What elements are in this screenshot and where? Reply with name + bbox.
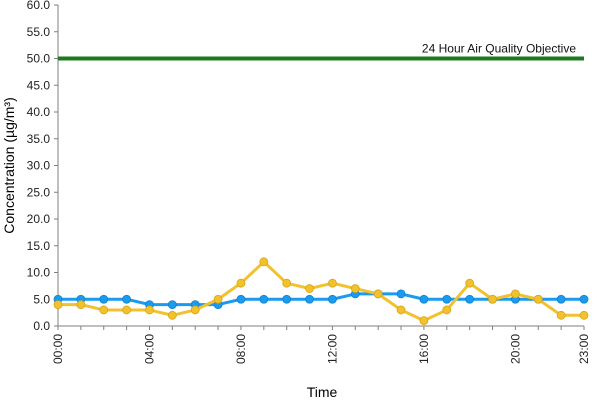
y-tick-label: 40.0 bbox=[27, 105, 51, 119]
series-2-point bbox=[53, 300, 63, 310]
series-2-point bbox=[190, 305, 200, 315]
series-1-point bbox=[579, 294, 589, 304]
series-1-point bbox=[282, 294, 292, 304]
series-2-line bbox=[58, 260, 584, 323]
y-tick-label: 5.0 bbox=[33, 292, 50, 306]
x-tick-label: 12:00 bbox=[325, 334, 339, 364]
y-tick-label: 55.0 bbox=[27, 25, 51, 39]
y-tick-label: 20.0 bbox=[27, 212, 51, 226]
series-1-point bbox=[99, 294, 109, 304]
y-axis-title: Concentration (µg/m³) bbox=[1, 97, 17, 233]
series-2-point bbox=[579, 310, 589, 320]
y-tick-label: 50.0 bbox=[27, 52, 51, 66]
x-tick-label: 16:00 bbox=[417, 334, 431, 364]
series-2-point bbox=[282, 278, 292, 288]
series-2-point bbox=[76, 300, 86, 310]
series-2-point bbox=[419, 316, 429, 326]
x-tick-label: 20:00 bbox=[508, 334, 522, 364]
series-1-point bbox=[556, 294, 566, 304]
series-2-point bbox=[122, 305, 132, 315]
series-2-point bbox=[305, 284, 314, 293]
series-2-point bbox=[350, 284, 360, 293]
series-1-point bbox=[167, 300, 177, 310]
series-2-point bbox=[213, 294, 223, 304]
y-tick-label: 45.0 bbox=[27, 78, 51, 92]
series-2-point bbox=[510, 289, 520, 299]
y-tick-label: 35.0 bbox=[27, 132, 51, 146]
series-1-point bbox=[442, 294, 452, 304]
y-tick-label: 10.0 bbox=[27, 266, 51, 280]
x-axis-title: Time bbox=[307, 384, 338, 400]
series-2-point bbox=[328, 278, 337, 288]
series-1-point bbox=[465, 294, 475, 304]
series-2-point bbox=[236, 278, 246, 288]
series-1-point bbox=[305, 294, 314, 304]
series-1-point bbox=[236, 294, 246, 304]
series-2-point bbox=[533, 294, 543, 304]
x-tick-label: 08:00 bbox=[234, 334, 248, 364]
series-2-point bbox=[396, 305, 406, 315]
x-tick-label: 00:00 bbox=[51, 334, 65, 364]
series-2-point bbox=[167, 310, 177, 320]
y-tick-label: 25.0 bbox=[27, 185, 51, 199]
x-tick-label: 23:00 bbox=[577, 334, 591, 364]
series-2-point bbox=[99, 305, 109, 315]
series-1-point bbox=[259, 294, 269, 304]
series-2-point bbox=[488, 294, 497, 304]
reference-line-label: 24 Hour Air Quality Objective bbox=[422, 42, 576, 56]
series-2-point bbox=[442, 305, 452, 315]
series-2-point bbox=[145, 305, 154, 315]
series-2-point bbox=[259, 257, 269, 267]
y-tick-label: 30.0 bbox=[27, 159, 51, 173]
y-tick-label: 0.0 bbox=[33, 319, 50, 333]
series-1-point bbox=[328, 294, 337, 304]
series-1-point bbox=[396, 289, 406, 299]
y-tick-label: 60.0 bbox=[27, 0, 51, 12]
series-1-point bbox=[419, 294, 429, 304]
series-2-point bbox=[373, 289, 383, 299]
series-2-point bbox=[465, 278, 475, 288]
x-tick-label: 04:00 bbox=[142, 334, 156, 364]
series-2-point bbox=[556, 310, 566, 320]
y-tick-label: 15.0 bbox=[27, 239, 51, 253]
series-1-point bbox=[122, 294, 132, 304]
